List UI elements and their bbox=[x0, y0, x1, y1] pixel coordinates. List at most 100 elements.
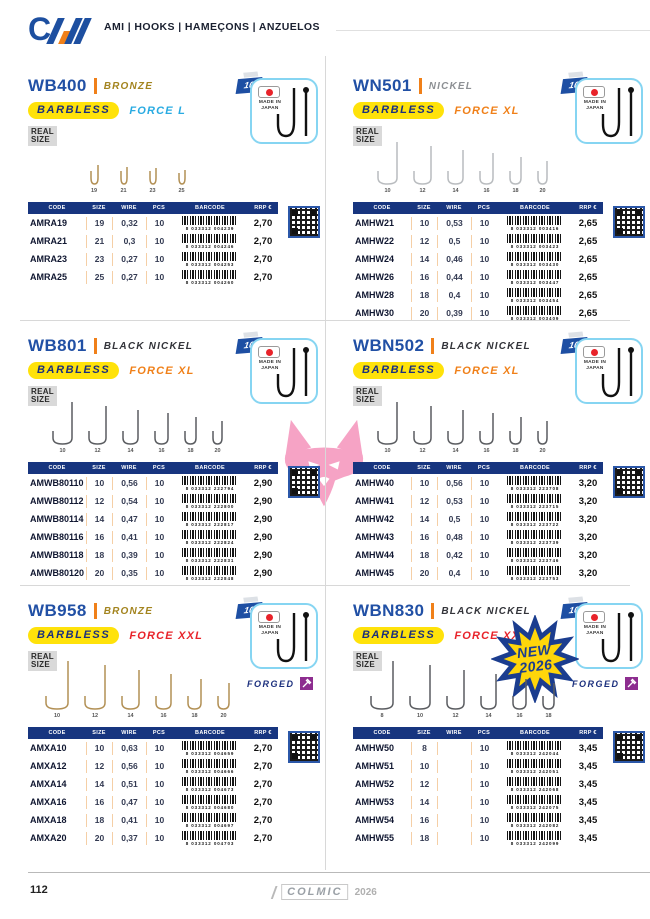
table-header: CODE SIZE WIRE PCS BARCODE RRP € bbox=[28, 462, 278, 474]
hook-sample: 18 bbox=[183, 416, 198, 454]
row-wire: 0,39 bbox=[437, 306, 471, 320]
row-size: 14 bbox=[411, 795, 437, 809]
row-code: AMHW28 bbox=[355, 290, 395, 300]
barbless-badge: BARBLESS bbox=[353, 362, 445, 379]
barcode-bars bbox=[182, 215, 238, 225]
table-row: AMHW40 10 0,56 10 8 033312 223708 3,20 bbox=[353, 474, 603, 492]
row-code: AMXA14 bbox=[30, 779, 67, 789]
table-row: AMXA12 12 0,56 10 8 033312 004666 2,70 bbox=[28, 757, 278, 775]
row-code: AMRA19 bbox=[30, 218, 68, 228]
product-table: CODE SIZE WIRE PCS BARCODE RRP € AMHW21 1… bbox=[353, 202, 603, 322]
row-size: 10 bbox=[86, 741, 112, 755]
barcode-digits: 8 033312 003454 bbox=[510, 297, 560, 303]
hook-icon bbox=[148, 168, 157, 185]
row-code: AMHW42 bbox=[355, 514, 395, 524]
hook-size-label: 16 bbox=[160, 713, 167, 719]
hook-size-chart: 8 10 12 14 16 18 bbox=[345, 657, 580, 719]
barcode-bars bbox=[507, 251, 563, 261]
table-row: AMXA10 10 0,63 10 8 033312 004659 2,70 bbox=[28, 739, 278, 757]
barcode-digits: 8 033312 222831 bbox=[185, 557, 235, 563]
hook-sample: 14 bbox=[446, 149, 465, 194]
row-wire: 0,41 bbox=[112, 813, 146, 827]
table-row: AMHW42 14 0,5 10 8 033312 223722 3,20 bbox=[353, 510, 603, 528]
row-code: AMRA23 bbox=[30, 254, 68, 264]
row-wire: 0,4 bbox=[437, 288, 471, 302]
table-row: AMRA23 23 0,27 10 8 033312 004253 2,70 bbox=[28, 250, 278, 268]
table-row: AMWB80112 12 0,54 10 8 033312 222800 2,90 bbox=[28, 492, 278, 510]
footer-year: 2026 bbox=[354, 886, 377, 898]
hook-icon bbox=[121, 670, 140, 710]
table-row: AMHW53 14 10 8 033312 242075 3,45 bbox=[353, 793, 603, 811]
hook-illustration bbox=[276, 347, 309, 398]
row-wire bbox=[437, 759, 471, 773]
row-price: 3,45 bbox=[578, 796, 598, 808]
row-code: AMHW22 bbox=[355, 236, 395, 246]
hook-size-label: 18 bbox=[187, 448, 194, 454]
row-pcs: 10 bbox=[471, 530, 497, 544]
made-in-japan-card: MADE IN JAPAN bbox=[575, 78, 643, 144]
divider-bar bbox=[418, 78, 422, 94]
row-code: AMHW50 bbox=[355, 743, 395, 753]
row-price: 2,90 bbox=[253, 495, 273, 507]
row-code: AMHW30 bbox=[355, 308, 395, 318]
row-pcs: 10 bbox=[471, 476, 497, 490]
table-row: AMXA16 16 0,47 10 8 033312 004680 2,70 bbox=[28, 793, 278, 811]
product-table: CODE SIZE WIRE PCS BARCODE RRP € AMHW50 8… bbox=[353, 727, 603, 847]
barbless-badge: BARBLESS bbox=[28, 627, 120, 644]
row-barcode: 8 033312 223739 bbox=[497, 529, 573, 545]
forged-row: FORGED bbox=[247, 677, 313, 690]
barcode-bars bbox=[507, 812, 563, 822]
hook-icon bbox=[447, 150, 464, 185]
row-barcode: 8 033312 004659 bbox=[172, 740, 248, 756]
series-row: BARBLESS FORCE XL bbox=[353, 102, 520, 119]
hook-sample: 18 bbox=[508, 156, 523, 194]
table-row: AMHW54 16 10 8 033312 242082 3,45 bbox=[353, 811, 603, 829]
row-wire: 0,63 bbox=[112, 741, 146, 755]
hook-size-chart: 19 21 23 25 bbox=[20, 132, 255, 194]
hook-size-label: 20 bbox=[539, 188, 546, 194]
hook-sample: 18 bbox=[186, 678, 203, 719]
row-price: 2,70 bbox=[253, 832, 273, 844]
product-section-wn501: WN501 NICKEL BARBLESS FORCE XL REAL SIZE… bbox=[325, 60, 650, 322]
slash-icon bbox=[270, 885, 278, 899]
row-code: AMHW54 bbox=[355, 815, 395, 825]
footer-brand-name: COLMIC bbox=[281, 884, 349, 900]
barcode-digits: 8 033312 223722 bbox=[510, 521, 560, 527]
hook-sample: 12 bbox=[87, 405, 108, 454]
product-section-wb801: WB801 BLACK NICKEL BARBLESS FORCE XL REA… bbox=[0, 320, 325, 585]
row-price: 3,45 bbox=[578, 742, 598, 754]
hook-sample: 10 bbox=[44, 660, 70, 719]
barcode-bars bbox=[182, 794, 238, 804]
product-section-wbn830: WBN830 BLACK NICKEL BARBLESS FORCE XXL R… bbox=[325, 585, 650, 870]
row-pcs: 10 bbox=[471, 306, 497, 320]
hook-icon bbox=[409, 665, 431, 710]
row-size: 18 bbox=[86, 548, 112, 562]
barcode-bars bbox=[507, 287, 563, 297]
row-size: 12 bbox=[86, 494, 112, 508]
footer-divider bbox=[28, 872, 650, 873]
barcode-bars bbox=[507, 565, 563, 575]
barcode-digits: 8 033312 223708 bbox=[510, 485, 560, 491]
row-price: 2,90 bbox=[253, 477, 273, 489]
hook-icon bbox=[52, 402, 73, 445]
qr-code bbox=[613, 206, 645, 238]
real-size-badge: REAL SIZE bbox=[353, 651, 382, 671]
row-wire: 0,27 bbox=[112, 252, 146, 266]
hook-sample: 14 bbox=[446, 409, 465, 454]
table-row: AMXA18 18 0,41 10 8 033312 004697 2,70 bbox=[28, 811, 278, 829]
barcode-digits: 8 033312 242099 bbox=[510, 840, 560, 846]
table-header: CODE SIZE WIRE PCS BARCODE RRP € bbox=[353, 727, 603, 739]
hook-sample: 21 bbox=[119, 166, 129, 194]
hook-size-label: 18 bbox=[191, 713, 198, 719]
row-size: 21 bbox=[86, 234, 112, 248]
japan-flag-icon bbox=[258, 611, 280, 623]
made-in-japan-card: MADE IN JAPAN bbox=[575, 338, 643, 404]
row-pcs: 10 bbox=[146, 795, 172, 809]
table-row: AMWB80114 14 0,47 10 8 033312 222817 2,90 bbox=[28, 510, 278, 528]
barcode-bars bbox=[182, 269, 238, 279]
row-size: 10 bbox=[411, 216, 437, 230]
forged-label: FORGED bbox=[572, 678, 620, 689]
row-size: 12 bbox=[411, 494, 437, 508]
hook-size-label: 18 bbox=[545, 713, 552, 719]
